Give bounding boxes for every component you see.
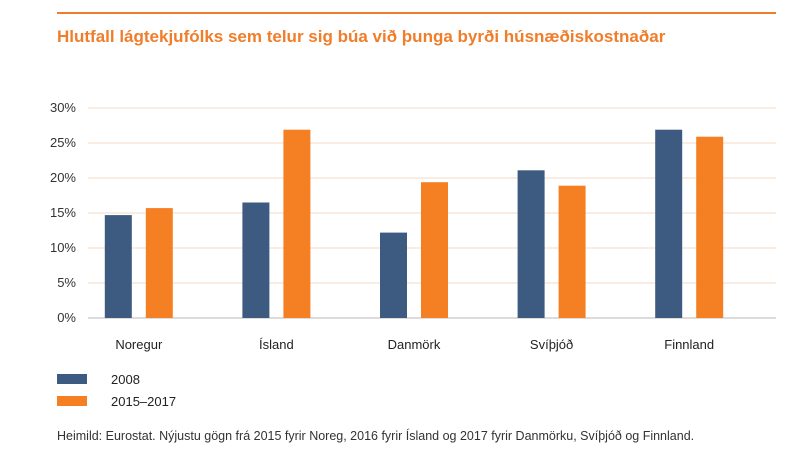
bar-2008-2 [380, 232, 407, 318]
y-tick-label: 5% [57, 275, 76, 290]
bar-2008-1 [242, 202, 270, 318]
legend-swatch-2008 [57, 374, 87, 384]
bars [104, 129, 724, 318]
y-axis-ticks: 0% 5% 10% 15% 20% 25% 30% [50, 100, 76, 325]
y-tick-label: 0% [57, 310, 76, 325]
y-tick-label: 20% [50, 170, 76, 185]
category-label: Finnland [664, 337, 714, 352]
category-label: Ísland [259, 337, 294, 352]
category-label: Danmörk [388, 337, 441, 352]
legend-label-2008: 2008 [111, 371, 140, 387]
category-labels: Noregur Ísland Danmörk Svíþjóð Finnland [115, 337, 714, 352]
y-tick-label: 15% [50, 205, 76, 220]
y-tick-label: 30% [50, 100, 76, 115]
source-note: Heimild: Eurostat. Nýjustu gögn frá 2015… [57, 429, 695, 443]
legend: 2008 2015–2017 [57, 369, 176, 413]
bar-2008-3 [517, 170, 545, 318]
legend-label-2015-2017: 2015–2017 [111, 393, 177, 409]
y-tick-label: 25% [50, 135, 76, 150]
chart-title: Hlutfall lágtekjufólks sem telur sig búa… [57, 27, 666, 46]
bar-2008-4 [655, 129, 683, 318]
bar-2015-2017-4 [696, 136, 724, 318]
category-label: Svíþjóð [530, 337, 573, 352]
bar-2015-2017-2 [421, 182, 448, 318]
legend-item-2008: 2008 [57, 369, 176, 389]
bar-2015-2017-1 [283, 129, 311, 318]
bar-2008-0 [104, 215, 132, 318]
bar-2015-2017-3 [558, 185, 586, 318]
top-rule [57, 12, 776, 14]
y-tick-label: 10% [50, 240, 76, 255]
category-label: Noregur [115, 337, 163, 352]
legend-item-2015-2017: 2015–2017 [57, 391, 176, 411]
bar-2015-2017-0 [145, 208, 173, 318]
legend-swatch-2015-2017 [57, 396, 87, 406]
